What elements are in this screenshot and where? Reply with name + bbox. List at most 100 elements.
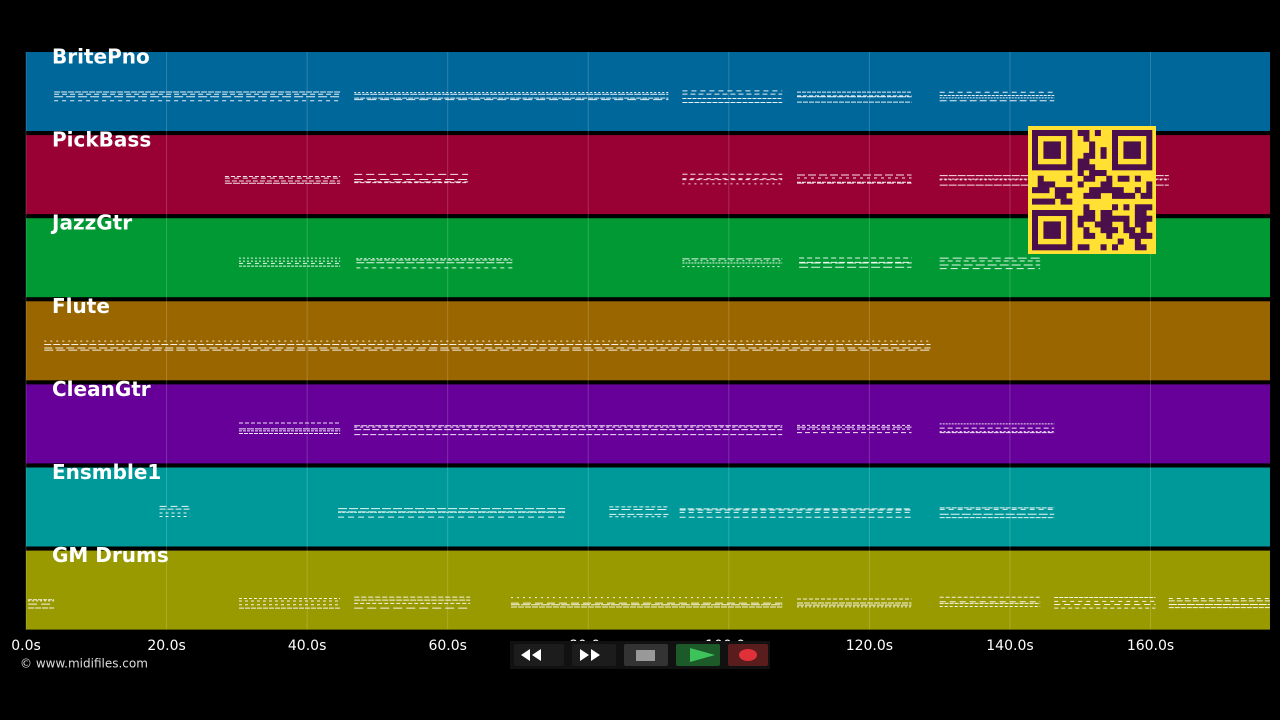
qr-module: [1089, 187, 1096, 194]
qr-module: [1146, 152, 1153, 159]
note-block: [238, 257, 341, 267]
qr-module: [1140, 215, 1147, 222]
qr-module: [1032, 130, 1039, 137]
qr-module: [1083, 204, 1090, 211]
qr-module: [1066, 158, 1073, 165]
qr-module: [1106, 221, 1113, 228]
rewind-button[interactable]: [514, 644, 564, 666]
qr-module: [1043, 244, 1050, 251]
qr-module: [1083, 210, 1090, 217]
qr-module: [1032, 215, 1039, 222]
qr-module: [1100, 244, 1107, 251]
qr-module: [1083, 175, 1090, 182]
note-block: [238, 422, 341, 434]
qr-module: [1054, 152, 1061, 159]
track-names: BritePno PickBass JazzGtr Flute CleanGtr Ensm…: [50, 45, 169, 568]
record-button[interactable]: [728, 644, 768, 666]
qr-module: [1100, 187, 1107, 194]
qr-module: [1123, 215, 1130, 222]
qr-module: [1112, 158, 1119, 165]
qr-module: [1100, 170, 1107, 177]
track-row: [26, 301, 1270, 381]
qr-module: [1049, 164, 1056, 171]
qr-module: [1066, 130, 1073, 137]
qr-module: [1112, 215, 1119, 222]
qr-module: [1077, 181, 1084, 188]
qr-module: [1106, 215, 1113, 222]
qr-module: [1123, 164, 1130, 171]
qr-module: [1146, 158, 1153, 165]
qr-module: [1129, 232, 1136, 239]
qr-module: [1066, 215, 1073, 222]
qr-module: [1140, 204, 1147, 211]
qr-module: [1060, 198, 1067, 205]
note-block: [682, 90, 783, 103]
qr-module: [1049, 210, 1056, 217]
transport-controls: [510, 641, 770, 669]
qr-module: [1066, 152, 1073, 159]
qr-module: [1043, 232, 1050, 239]
qr-module: [1140, 232, 1147, 239]
qr-module: [1066, 244, 1073, 251]
qr-module: [1146, 232, 1153, 239]
tick-label: 0.0s: [11, 638, 41, 654]
qr-module: [1054, 227, 1061, 234]
qr-module: [1032, 244, 1039, 251]
qr-module: [1089, 232, 1096, 239]
qr-module: [1032, 227, 1039, 234]
qr-module: [1054, 164, 1061, 171]
note-block: [354, 91, 669, 101]
qr-module: [1134, 187, 1141, 194]
play-button[interactable]: [676, 644, 720, 666]
qr-module: [1100, 221, 1107, 228]
qr-module: [1043, 164, 1050, 171]
stop-button[interactable]: [624, 644, 668, 666]
qr-module: [1117, 192, 1124, 199]
qr-module: [1146, 130, 1153, 137]
qr-module: [1129, 227, 1136, 234]
note-block: [238, 597, 341, 609]
qr-module: [1134, 232, 1141, 239]
qr-module: [1134, 204, 1141, 211]
tick-label: 120.0s: [846, 638, 893, 654]
qr-module: [1100, 152, 1107, 159]
qr-module: [1100, 215, 1107, 222]
qr-module: [1094, 221, 1101, 228]
qr-module: [1049, 181, 1056, 188]
note-block: [338, 508, 566, 518]
qr-module: [1134, 244, 1141, 251]
qr-module: [1032, 141, 1039, 148]
qr-module: [1094, 130, 1101, 137]
qr-module: [1083, 164, 1090, 171]
qr-module: [1054, 141, 1061, 148]
note-block: [796, 174, 912, 184]
qr-module: [1054, 187, 1061, 194]
qr-module: [1066, 164, 1073, 171]
note-block: [1054, 596, 1156, 609]
qr-module: [1134, 221, 1141, 228]
qr-module: [1094, 192, 1101, 199]
qr-module: [1049, 198, 1056, 205]
qr-module: [1129, 147, 1136, 154]
qr-module: [1129, 130, 1136, 137]
qr-module: [1134, 238, 1141, 245]
qr-module: [1112, 244, 1119, 251]
note-block: [356, 258, 513, 269]
qr-module: [1077, 164, 1084, 171]
fast-forward-button[interactable]: [572, 644, 616, 666]
qr-module: [1060, 244, 1067, 251]
qr-module: [1123, 227, 1130, 234]
qr-module: [1140, 244, 1147, 251]
qr-module: [1083, 232, 1090, 239]
tick-label: 40.0s: [288, 638, 326, 654]
qr-module: [1112, 164, 1119, 171]
track-name: PickBass: [52, 128, 151, 152]
qr-module: [1146, 215, 1153, 222]
qr-module: [1060, 192, 1067, 199]
note-block: [939, 91, 1055, 102]
qr-module: [1140, 164, 1147, 171]
tick-label: 60.0s: [428, 638, 466, 654]
track-row: [26, 384, 1270, 464]
qr-module: [1089, 141, 1096, 148]
